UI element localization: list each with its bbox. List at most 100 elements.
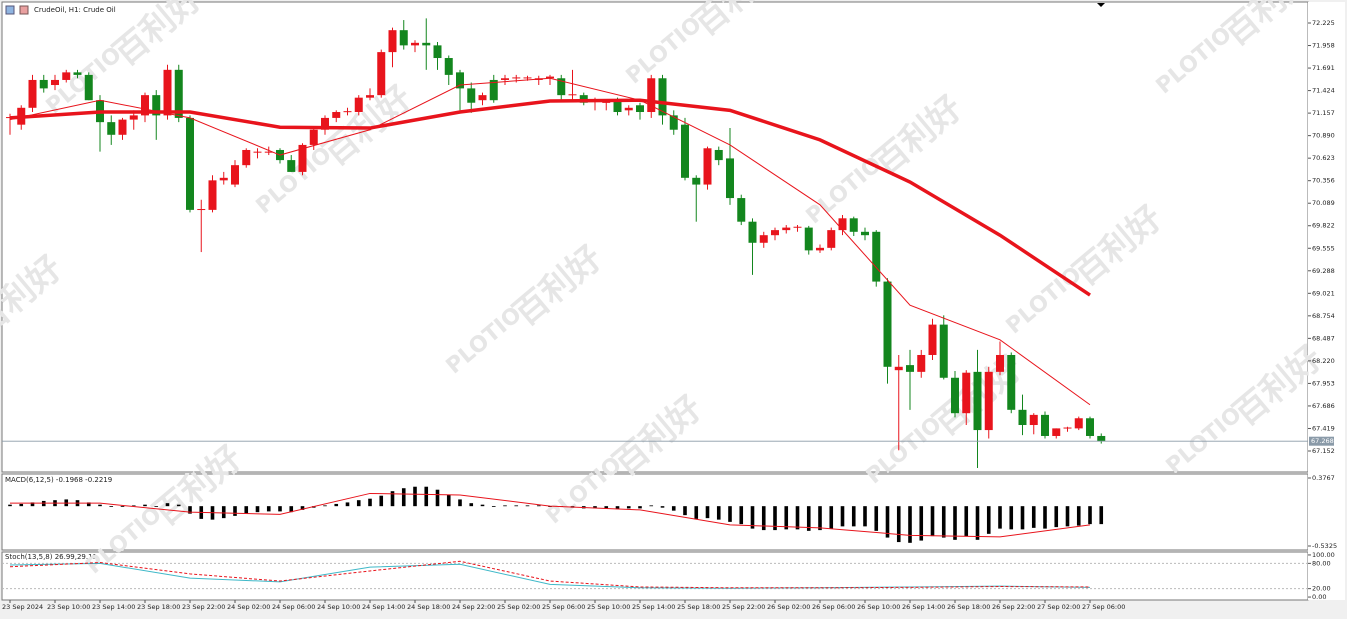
- macd-bar: [829, 506, 834, 529]
- x-tick-label: 25 Sep 10:00: [587, 603, 630, 611]
- y-tick-label: 70.356: [1312, 177, 1335, 185]
- candle-body: [838, 218, 847, 231]
- macd-bar: [660, 506, 665, 508]
- macd-bar: [98, 504, 102, 507]
- stoch-line: [9, 562, 1091, 589]
- macd-bar: [851, 506, 856, 527]
- candle-body: [354, 97, 363, 113]
- candle-body: [107, 122, 116, 135]
- candle-body: [692, 177, 701, 185]
- macd-bar: [323, 505, 327, 507]
- x-tick-label: 26 Sep 18:00: [947, 603, 990, 611]
- candle-body: [422, 42, 431, 46]
- macd-bar: [368, 498, 372, 507]
- candle-body: [939, 324, 948, 378]
- candle-body: [163, 69, 172, 116]
- candle-body: [793, 226, 802, 228]
- macd-bar: [30, 502, 35, 507]
- macd-bar: [469, 503, 474, 507]
- macd-bar: [424, 486, 429, 507]
- macd-bar: [131, 505, 136, 507]
- price-tag: [1309, 436, 1334, 446]
- candle-body: [624, 107, 633, 111]
- moving-average: [9, 77, 1091, 406]
- y-tick-label: 0.3767: [1312, 474, 1335, 482]
- macd-bar: [1065, 506, 1070, 527]
- macd-bar: [750, 506, 755, 529]
- candle-body: [669, 115, 678, 130]
- x-tick-label: 26 Sep 02:00: [767, 603, 810, 611]
- macd-bar: [8, 504, 12, 507]
- candle-body: [748, 221, 757, 243]
- macd-bar: [120, 506, 125, 507]
- candle-body: [546, 76, 554, 79]
- candle-body: [1052, 428, 1061, 436]
- macd-bar: [975, 506, 980, 540]
- candle-body: [129, 115, 138, 120]
- macd-bar: [334, 503, 339, 507]
- y-tick-label: 71.157: [1312, 109, 1335, 117]
- candle-body: [804, 227, 813, 251]
- y-tick-label: 80.00: [1312, 559, 1331, 567]
- x-tick-label: 24 Sep 06:00: [272, 603, 315, 611]
- candle-body: [332, 112, 341, 118]
- macd-bar: [458, 499, 462, 507]
- macd-bar: [941, 506, 946, 538]
- candle-body: [681, 124, 689, 178]
- candle-body: [928, 324, 937, 355]
- macd-bar: [390, 491, 395, 507]
- candle-body: [411, 42, 419, 46]
- macd-bar: [266, 506, 271, 512]
- x-tick-label: 25 Sep 02:00: [497, 603, 540, 611]
- candle-body: [771, 230, 779, 236]
- candle-body: [141, 95, 149, 116]
- icon: [19, 5, 29, 15]
- macd-bar: [233, 506, 237, 516]
- macd-bar: [874, 506, 879, 531]
- macd-bar: [739, 506, 744, 525]
- macd-bar: [638, 506, 642, 509]
- x-tick-label: 27 Sep 06:00: [1082, 603, 1125, 611]
- x-tick-label: 26 Sep 14:00: [902, 603, 945, 611]
- macd-bar: [525, 505, 530, 507]
- x-tick-label: 23 Sep 18:00: [137, 603, 180, 611]
- y-tick-label: 67.419: [1312, 424, 1335, 432]
- candle-body: [399, 30, 408, 46]
- macd-bar: [863, 506, 867, 527]
- y-tick-label: 69.822: [1312, 222, 1335, 230]
- macd-bar: [345, 502, 350, 507]
- macd-bar: [795, 506, 800, 530]
- candle-body: [579, 95, 588, 103]
- y-tick-label: 71.691: [1312, 64, 1335, 72]
- candle-body: [894, 366, 903, 371]
- stoch-panel: [1, 551, 1309, 601]
- macd-bar: [480, 504, 485, 507]
- y-tick-label: 0.00: [1312, 593, 1326, 601]
- candle-body: [186, 117, 194, 210]
- candle-body: [433, 45, 442, 59]
- x-tick-label: 26 Sep 10:00: [857, 603, 900, 611]
- y-tick-label: 69.288: [1312, 267, 1335, 275]
- macd-bar: [503, 505, 507, 507]
- candle-body: [962, 372, 971, 414]
- candle-body: [174, 69, 183, 118]
- y-tick-label: 20.00: [1312, 585, 1331, 593]
- candle-body: [231, 165, 239, 185]
- candle-body: [197, 209, 206, 211]
- candle-body: [309, 129, 318, 145]
- moving-average: [9, 98, 1091, 297]
- macd-bar: [413, 486, 417, 507]
- candle-body: [984, 371, 993, 431]
- candle-body: [287, 160, 296, 172]
- y-tick-label: 70.623: [1312, 154, 1335, 162]
- y-tick-label: 68.754: [1312, 312, 1335, 320]
- candle-body: [872, 231, 881, 282]
- candle-body: [737, 198, 746, 222]
- candle-body: [478, 95, 487, 101]
- candle-body: [366, 95, 374, 98]
- macd-bar: [896, 506, 901, 543]
- y-tick-label: 67.152: [1312, 447, 1335, 455]
- candle-body: [242, 149, 251, 166]
- x-tick-label: 25 Sep 18:00: [677, 603, 720, 611]
